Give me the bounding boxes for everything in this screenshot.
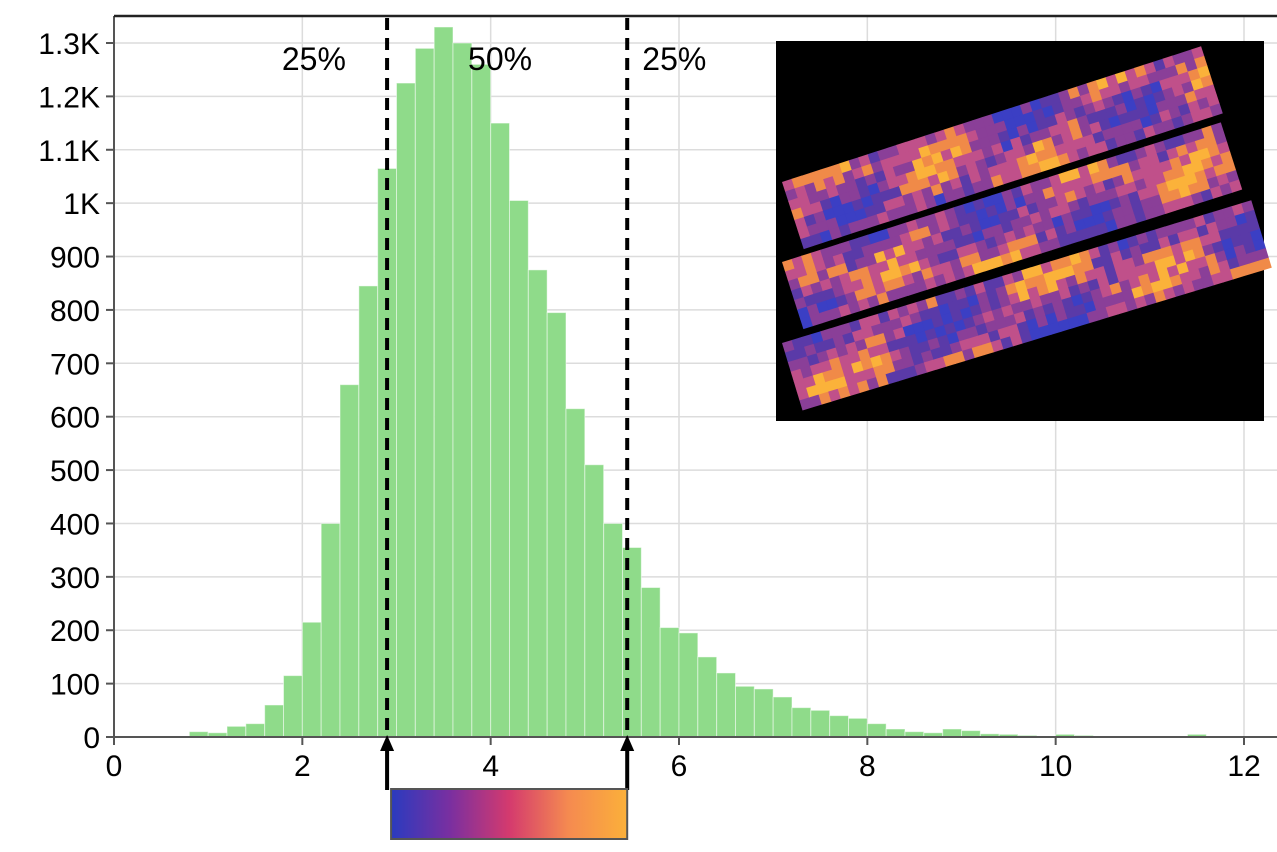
- colorbar: [390, 788, 629, 840]
- histogram-bar: [245, 723, 266, 738]
- region-label: 25%: [282, 41, 346, 77]
- y-tick-label: 800: [50, 295, 100, 328]
- histogram-bar: [565, 408, 586, 738]
- region-labels: 25% 50% 25%: [282, 41, 706, 77]
- region-label: 50%: [468, 41, 532, 77]
- histogram-bar: [490, 122, 510, 738]
- quantile-arrow-head: [380, 735, 395, 751]
- histogram-bar: [283, 675, 303, 738]
- y-tick-label: 1.2K: [38, 81, 100, 114]
- y-tick-label: 1.3K: [38, 28, 100, 61]
- x-tick-label: 8: [859, 750, 876, 783]
- histogram-bar: [772, 696, 793, 738]
- histogram-bar: [848, 717, 868, 738]
- x-tick-label: 10: [1039, 750, 1072, 783]
- y-tick-label: 100: [50, 669, 100, 702]
- x-tick-label: 0: [106, 750, 123, 783]
- y-tick-label: 600: [50, 402, 100, 435]
- histogram-bar: [829, 715, 850, 738]
- histogram-bar: [735, 685, 755, 738]
- inset-strip: [782, 122, 1243, 330]
- histogram-bar: [810, 709, 831, 738]
- region-label: 25%: [642, 41, 706, 77]
- x-tick-label: 12: [1227, 750, 1260, 783]
- y-tick-label: 0: [83, 722, 100, 755]
- histogram-bar: [414, 47, 435, 738]
- inset-strip: [782, 46, 1223, 250]
- histogram-bar: [942, 728, 963, 738]
- histogram-bar: [527, 269, 548, 738]
- histogram-bar: [678, 632, 699, 738]
- histogram-bar: [396, 82, 416, 738]
- histogram-bar: [320, 522, 341, 738]
- y-tick-labels: 0 100 200 300 400 500 600 700 800 900 1K 1.1K 1.2K 1.…: [38, 28, 100, 755]
- x-tick-labels: 0 2 4 6 8 10 12: [106, 750, 1261, 783]
- x-tick-label: 4: [482, 750, 499, 783]
- colorbar-gradient: [390, 788, 629, 840]
- histogram-bar: [716, 672, 737, 738]
- histogram-bar: [301, 621, 322, 738]
- histogram-bar: [264, 704, 284, 738]
- y-tick-label: 700: [50, 348, 100, 381]
- histogram-bar: [584, 464, 605, 738]
- histogram-bar: [885, 728, 906, 738]
- quantile-lines: [380, 18, 635, 790]
- x-tick-label: 2: [294, 750, 311, 783]
- y-tick-label: 500: [50, 455, 100, 488]
- inset-image: [776, 41, 1272, 421]
- histogram-bar: [509, 199, 529, 738]
- histogram-bar: [866, 723, 887, 738]
- histogram-bar: [339, 384, 360, 738]
- inset-strip: [782, 200, 1272, 411]
- histogram-bar: [377, 167, 397, 738]
- y-tick-label: 300: [50, 562, 100, 595]
- histogram-bar: [791, 707, 812, 738]
- y-tick-label: 400: [50, 508, 100, 541]
- histogram-bar: [471, 63, 492, 738]
- y-tick-label: 1K: [63, 188, 100, 221]
- histogram-bar: [640, 587, 661, 738]
- histogram-bar: [546, 312, 567, 738]
- histogram-bar: [452, 42, 473, 738]
- axes: [106, 14, 1277, 745]
- histogram-bar: [358, 285, 379, 738]
- y-tick-label: 200: [50, 615, 100, 648]
- histogram-bar: [753, 688, 774, 738]
- histogram-bar: [603, 522, 624, 738]
- histogram-bar: [226, 725, 247, 738]
- y-tick-label: 1.1K: [38, 135, 100, 168]
- histogram-bar: [659, 627, 680, 738]
- x-tick-label: 6: [671, 750, 688, 783]
- quantile-arrow-head: [620, 735, 635, 751]
- histogram-bar: [433, 26, 454, 738]
- y-tick-label: 900: [50, 242, 100, 275]
- histogram-bar: [697, 656, 718, 738]
